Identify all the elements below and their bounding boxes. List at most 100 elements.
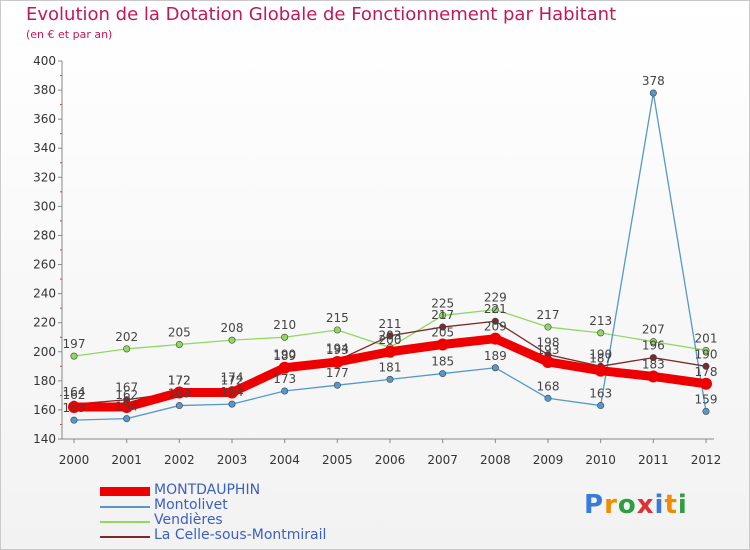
legend-swatch xyxy=(100,487,150,496)
data-point xyxy=(226,386,238,399)
x-tick-label: 2012 xyxy=(691,453,722,467)
data-label: 177 xyxy=(326,366,349,380)
x-tick-label: 2007 xyxy=(427,453,458,467)
data-label: 198 xyxy=(537,336,560,350)
logo-letter: r xyxy=(604,490,618,520)
data-label: 202 xyxy=(115,330,138,344)
legend-label: Montolivet xyxy=(154,497,228,513)
legend-swatch xyxy=(100,536,150,538)
series-montolivet xyxy=(70,89,710,424)
logo-letter: P xyxy=(584,490,605,520)
data-point xyxy=(281,387,289,395)
y-tick-label: 380 xyxy=(33,83,56,97)
data-label: 201 xyxy=(695,331,718,345)
line-chart: 140 160 180 200 220 240 260 280 300 320 340 360 380 4… xyxy=(33,54,722,467)
legend-label: Vendières xyxy=(154,512,223,528)
data-point xyxy=(594,364,607,377)
data-label: 197 xyxy=(63,337,86,351)
data-point xyxy=(386,375,394,383)
y-tick-label: 200 xyxy=(33,345,56,359)
data-point xyxy=(649,354,657,362)
data-point xyxy=(597,402,605,410)
data-label: 154 xyxy=(115,400,138,414)
data-label: 164 xyxy=(63,385,86,399)
logo-letter: t xyxy=(664,490,678,520)
data-label: 172 xyxy=(168,373,191,387)
y-tick-label: 340 xyxy=(33,141,56,155)
data-label: 178 xyxy=(695,365,718,379)
data-point xyxy=(331,355,344,368)
data-label: 213 xyxy=(589,314,612,328)
data-label: 163 xyxy=(168,387,191,401)
data-point xyxy=(278,361,291,374)
data-label: 153 xyxy=(63,401,86,415)
y-tick-label: 220 xyxy=(33,316,56,330)
logo-letter: i xyxy=(654,490,665,520)
x-tick-label: 2002 xyxy=(164,453,195,467)
data-point xyxy=(702,407,710,415)
data-label: 189 xyxy=(484,349,507,363)
y-tick-label: 400 xyxy=(33,54,56,68)
data-point xyxy=(489,332,502,345)
data-point xyxy=(281,333,289,341)
data-point xyxy=(175,340,183,348)
data-point xyxy=(175,402,183,410)
data-point xyxy=(700,377,712,390)
data-point xyxy=(70,352,78,360)
x-tick-label: 2006 xyxy=(375,453,406,467)
x-tick-label: 2005 xyxy=(322,453,353,467)
data-label: 162 xyxy=(63,388,86,402)
data-label: 181 xyxy=(379,360,402,374)
legend-swatch xyxy=(100,521,150,523)
data-label: 163 xyxy=(589,387,612,401)
data-point xyxy=(542,355,554,368)
data-labels-layer: 197 202 205 208 210 215 203 225 229 217 213 207 201 1… xyxy=(63,74,718,415)
x-tick-label: 2000 xyxy=(59,453,90,467)
data-label: 172 xyxy=(221,373,244,387)
data-label: 185 xyxy=(431,355,454,369)
data-label: 159 xyxy=(695,392,718,406)
logo-letter: x xyxy=(636,490,655,520)
data-label: 174 xyxy=(221,371,244,385)
data-label: 207 xyxy=(642,323,665,337)
data-point xyxy=(491,317,499,325)
x-tick-label: 2011 xyxy=(638,453,669,467)
data-label: 173 xyxy=(273,372,296,386)
series-layer xyxy=(68,89,712,424)
data-label: 211 xyxy=(379,317,402,331)
data-point xyxy=(228,336,236,344)
data-point xyxy=(333,381,341,389)
data-label: 210 xyxy=(273,318,296,332)
data-point xyxy=(439,370,447,378)
data-point xyxy=(649,338,657,346)
data-point xyxy=(68,401,80,414)
y-tick-label: 160 xyxy=(33,403,56,417)
y-tick-label: 180 xyxy=(33,374,56,388)
data-point xyxy=(702,362,710,370)
legend-swatch xyxy=(100,506,150,508)
data-point xyxy=(647,370,660,383)
data-label: 167 xyxy=(115,381,138,395)
data-label: 162 xyxy=(115,388,138,402)
data-point xyxy=(491,306,499,314)
data-label: 217 xyxy=(537,308,560,322)
data-label: 189 xyxy=(273,349,296,363)
data-label: 209 xyxy=(484,320,507,334)
data-label: 172 xyxy=(168,373,191,387)
data-point xyxy=(491,364,499,372)
data-point xyxy=(597,329,605,337)
data-label: 205 xyxy=(431,326,454,340)
proxiti-logo: Proxiti xyxy=(584,490,688,520)
x-tick-label: 2003 xyxy=(217,453,248,467)
data-label: 168 xyxy=(537,379,560,393)
data-label: 193 xyxy=(537,343,560,357)
y-tick-label: 360 xyxy=(33,112,56,126)
series-montdauphin xyxy=(68,332,712,414)
data-label: 183 xyxy=(642,357,665,371)
data-point xyxy=(384,345,396,358)
data-point xyxy=(439,323,447,331)
data-label: 164 xyxy=(221,385,244,399)
data-point xyxy=(123,415,131,423)
data-label: 229 xyxy=(484,291,507,305)
chart-title: Evolution de la Dotation Globale de Fonc… xyxy=(26,4,617,25)
